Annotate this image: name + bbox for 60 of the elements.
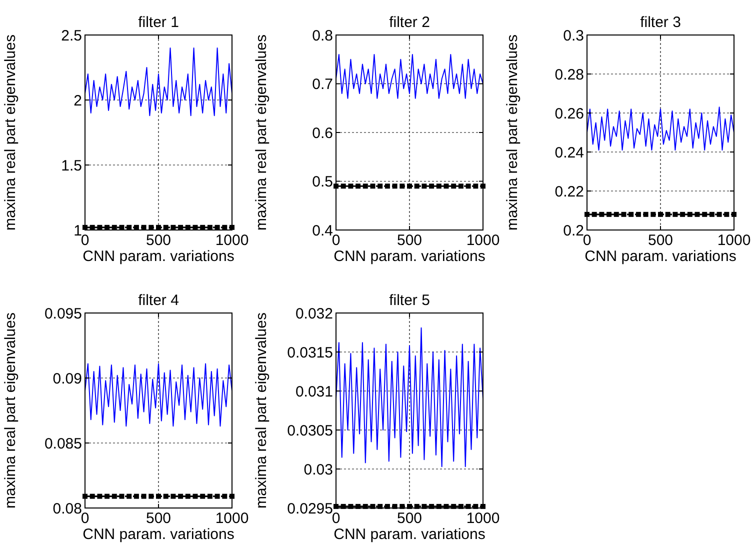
y-tick-label: 0.031	[295, 383, 333, 400]
x-tick-label: 500	[396, 232, 422, 249]
x-axis-title: CNN param. variations	[334, 526, 486, 543]
y-tick-label: 0.2	[563, 222, 584, 240]
x-tick-label: 1000	[215, 232, 249, 249]
y-tick-label: 0.03	[304, 461, 333, 478]
x-tick-label: 1000	[466, 232, 500, 249]
x-tick-label: 1000	[215, 510, 249, 527]
x-axis-title: CNN param. variations	[82, 248, 234, 265]
y-tick-label: 0.0315	[287, 344, 333, 362]
y-tick-label: 0.22	[554, 183, 584, 200]
x-tick-label: 500	[146, 232, 172, 249]
chart-title: filter 2	[389, 14, 430, 31]
x-tick-label: 0	[80, 232, 90, 249]
chart-title: filter 5	[389, 292, 430, 309]
chart-title: filter 1	[138, 14, 179, 31]
line-series	[586, 106, 734, 151]
y-tick-label: 2.5	[61, 27, 82, 44]
x-tick-label: 1000	[466, 510, 500, 527]
y-tick-label: 0.032	[295, 305, 333, 322]
line-series	[336, 327, 484, 468]
y-tick-label: 0.3	[563, 27, 584, 44]
y-tick-label: 0.0295	[287, 500, 333, 518]
y-axis-title: maxima real part eigenvalues	[253, 34, 270, 230]
x-tick-label: 1000	[717, 232, 751, 249]
y-axis-title: maxima real part eigenvalues	[2, 34, 19, 230]
x-tick-label: 0	[332, 232, 340, 249]
y-axis-title: maxima real part eigenvalues	[253, 312, 270, 508]
line-series	[336, 54, 484, 99]
y-tick-label: 0.6	[312, 124, 333, 142]
chart-title: filter 3	[640, 14, 681, 31]
x-axis-title: CNN param. variations	[334, 248, 486, 265]
x-tick-label: 500	[146, 510, 172, 527]
y-tick-label: 2	[74, 92, 82, 110]
y-tick-label: 0.0305	[287, 422, 333, 440]
x-axis-title: CNN param. variations	[584, 248, 736, 265]
y-axis-title: maxima real part eigenvalues	[504, 34, 521, 230]
x-tick-label: 0	[582, 232, 592, 249]
x-tick-label: 500	[648, 232, 674, 249]
x-tick-label: 0	[80, 510, 90, 527]
y-tick-label: 0.4	[312, 222, 333, 240]
y-tick-label: 1	[74, 222, 82, 240]
y-axis-title: maxima real part eigenvalues	[2, 312, 19, 508]
y-tick-label: 0.28	[554, 66, 584, 84]
y-tick-label: 1.5	[61, 157, 82, 174]
y-tick-label: 0.09	[52, 370, 82, 388]
y-tick-label: 0.5	[312, 174, 333, 190]
y-tick-label: 0.08	[52, 500, 82, 518]
y-tick-label: 0.24	[554, 144, 584, 162]
y-tick-label: 0.8	[312, 27, 333, 44]
y-tick-label: 0.085	[44, 435, 82, 452]
y-tick-label: 0.26	[554, 105, 584, 122]
line-series	[84, 363, 232, 427]
chart-title: filter 4	[138, 292, 179, 309]
y-tick-label: 0.095	[44, 305, 82, 322]
x-axis-title: CNN param. variations	[82, 526, 234, 543]
x-tick-label: 500	[396, 510, 422, 527]
x-tick-label: 0	[332, 510, 340, 527]
y-tick-label: 0.7	[312, 76, 333, 93]
line-series	[84, 48, 232, 116]
